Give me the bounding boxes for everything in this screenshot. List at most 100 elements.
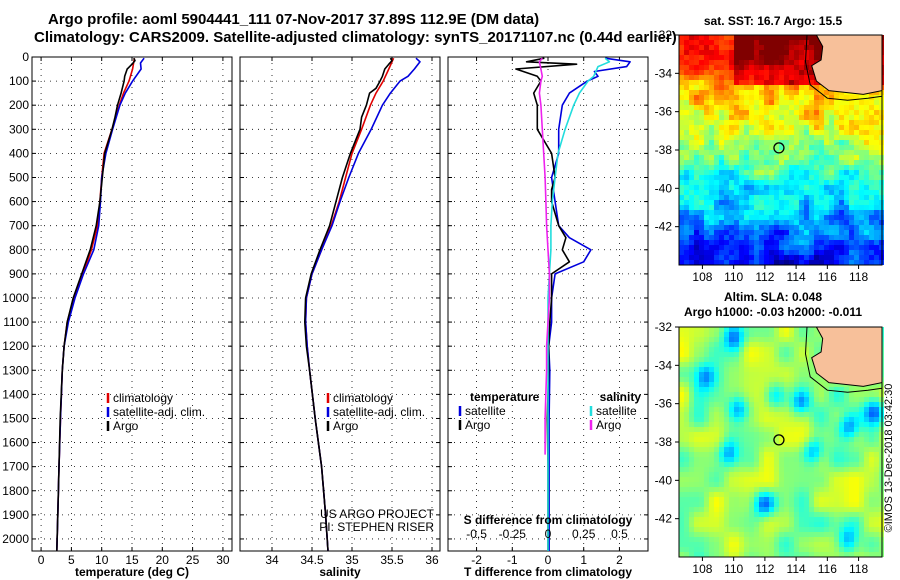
temperature-xtick-label: 25 [186, 553, 200, 567]
depth-tick-label: 800 [9, 243, 29, 257]
diff-legend-temp-1-label: Argo [465, 418, 491, 432]
temperature-xlabel: temperature (deg C) [75, 565, 189, 579]
temperature-series-argo [56, 57, 136, 552]
sla_map-isobath [804, 326, 883, 393]
diff-legend-temperature-title: temperature [470, 390, 540, 404]
sst_map-xtick-label: 112 [755, 270, 774, 284]
credit-imos: ©IMOS 13-Dec-2018 03:42:30 [883, 384, 895, 533]
salinity-xtick-label: 35 [345, 553, 359, 567]
sla_map-xtick-label: 116 [818, 562, 837, 576]
salinity-xtick-label: 36 [425, 553, 439, 567]
salinity-frame [239, 56, 441, 552]
sst_map [675, 34, 884, 269]
temperature-axes: 0 5 10 15 20 25 300100200300400500600700800900… [2, 50, 233, 579]
sst_map-xtick-label: 114 [787, 270, 806, 284]
temperature-legend-0-label: climatology [113, 391, 173, 405]
differences-xtick-label: -1 [507, 553, 518, 567]
sla_map-land [811, 326, 883, 387]
sla_map-cells [679, 327, 884, 557]
diff-s-tick-label: 0.5 [611, 527, 628, 541]
diff-s-tick-label: 0 [545, 527, 552, 541]
diff-s-tick-label: 0.25 [572, 527, 596, 541]
sla_map-xtick-label: 112 [755, 562, 774, 576]
sla_map-ytick-label: -40 [655, 473, 673, 487]
diff-legend-sal-label-0: satellite [596, 404, 637, 418]
credit-pi: PI: STEPHEN RISER [319, 520, 434, 534]
salinity-xtick-label: 34 [265, 553, 279, 567]
sla_map [675, 326, 884, 561]
sst_map-argo-marker [773, 142, 785, 154]
salinity-legend-1-label: satellite-adj. clim. [333, 405, 425, 419]
sla_map-xtick-label: 114 [787, 562, 806, 576]
sst-map-title: sat. SST: 16.7 Argo: 15.5 [704, 14, 843, 28]
temperature-xtick-label: 15 [125, 553, 139, 567]
sla-map-subtitle: Argo h1000: -0.03 h2000: -0.011 [684, 305, 862, 319]
sst_map-xtick-label: 108 [692, 270, 712, 284]
sst_map-ytick-label: -38 [655, 143, 673, 157]
depth-tick-label: 0 [22, 50, 29, 64]
temperature-series-satellite-adj-clim- [56, 57, 145, 552]
depth-tick-label: 2000 [2, 532, 29, 546]
depth-tick-label: 1500 [2, 411, 29, 425]
sst_map-cells [679, 35, 884, 265]
diff-legend-sal-label-1: Argo [596, 418, 622, 432]
sla_map-xtick-label: 110 [724, 562, 743, 576]
depth-tick-label: 1100 [3, 315, 29, 329]
depth-tick-label: 400 [9, 146, 29, 160]
diff-legend-temp-0-label: satellite [465, 404, 506, 418]
differences-xtick-label: 0 [545, 553, 552, 567]
header-line-2: Climatology: CARS2009. Satellite-adjuste… [34, 29, 677, 46]
sla_map-argo-marker [773, 434, 785, 446]
sst_map-ytick-label: -34 [655, 66, 673, 80]
sst_map-land [811, 34, 883, 95]
depth-tick-label: 1800 [2, 484, 29, 498]
depth-tick-label: 700 [9, 219, 29, 233]
header-line-1: Argo profile: aoml 5904441_111 07-Nov-20… [48, 11, 540, 28]
sla_map-xtick-label: 108 [692, 562, 712, 576]
diff-s-tick-label: -0.25 [499, 527, 527, 541]
differences-xtick-label: 1 [580, 553, 587, 567]
depth-tick-label: 1300 [2, 363, 29, 377]
diff-legend-salinity-title: salinity [600, 390, 642, 404]
temperature-xtick-label: 0 [38, 553, 45, 567]
diff-s-tick-label: -0.5 [466, 527, 487, 541]
salinity-xtick-label: 34.5 [300, 553, 324, 567]
salinity-legend-0-label: climatology [333, 391, 393, 405]
sla_map-ytick-label: -32 [655, 320, 673, 334]
differences-series-temperature-satellite [547, 57, 631, 551]
depth-tick-label: 500 [9, 170, 29, 184]
sla_map-ytick-label: -36 [655, 397, 673, 411]
depth-tick-label: 1400 [2, 387, 29, 401]
salinity-axes: 34 34.5 35 35.5 36 salinity [239, 56, 441, 579]
temperature-xtick-label: 5 [68, 553, 75, 567]
depth-tick-label: 1000 [2, 291, 29, 305]
temperature-xtick-label: 30 [216, 553, 230, 567]
salinity-xtick-label: 35.5 [380, 553, 404, 567]
depth-tick-label: 200 [9, 98, 29, 112]
sla_map-ytick-label: -42 [655, 512, 673, 526]
sst_map-ytick-label: -40 [655, 181, 673, 195]
differences-axes: -2 -1 0 1 2T difference from climatology [447, 56, 649, 579]
temperature-xtick-label: 10 [95, 553, 109, 567]
sst_map-xtick-label: 116 [818, 270, 837, 284]
sla_map-ytick-label: -38 [655, 435, 673, 449]
temperature-legend-1-label: satellite-adj. clim. [113, 405, 205, 419]
depth-tick-label: 1600 [2, 436, 29, 450]
temperature-xtick-label: 20 [156, 553, 170, 567]
temperature-series-climatology [56, 58, 136, 552]
diff-s-axis-label: S difference from climatology [464, 513, 633, 527]
sst_map-ytick-label: -36 [655, 105, 673, 119]
sst_map-xtick-label: 110 [724, 270, 743, 284]
salinity-legend-2-label: Argo [333, 419, 359, 433]
differences-series-salinity-satellite [547, 57, 611, 551]
temperature-legend-2-label: Argo [113, 419, 139, 433]
differences-xlabel: T difference from climatology [464, 565, 632, 579]
differences-xtick-label: 2 [616, 553, 623, 567]
depth-tick-label: 1700 [2, 460, 29, 474]
salinity-series-argo [303, 57, 393, 552]
differences-xtick-label: -2 [471, 553, 482, 567]
sla_map-ytick-label: -34 [655, 358, 673, 372]
differences-series-salinity-argo [538, 57, 551, 455]
depth-tick-label: 900 [9, 267, 29, 281]
